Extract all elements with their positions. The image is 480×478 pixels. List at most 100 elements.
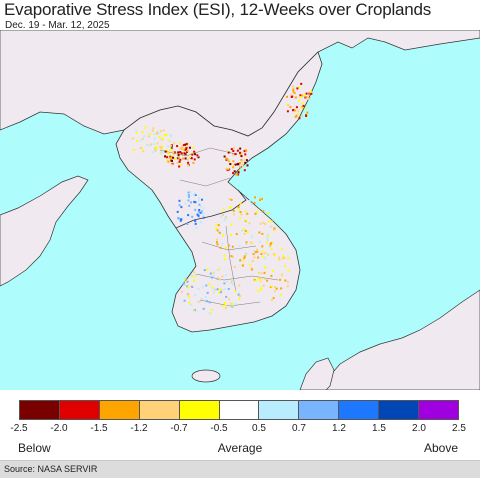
esi-pixel	[176, 145, 179, 148]
esi-pixel	[149, 133, 152, 135]
esi-pixel	[153, 142, 156, 145]
esi-pixel	[180, 152, 183, 155]
esi-pixel	[187, 164, 189, 167]
esi-pixel	[156, 131, 159, 134]
esi-pixel	[152, 151, 155, 154]
esi-pixel	[139, 147, 142, 149]
land-korean-peninsula	[115, 51, 323, 333]
esi-pixel	[186, 150, 189, 152]
esi-pixel	[201, 286, 204, 289]
esi-pixel	[258, 241, 261, 243]
esi-pixel	[216, 229, 219, 232]
esi-pixel	[196, 154, 199, 157]
esi-pixel	[291, 95, 294, 98]
esi-pixel	[161, 137, 164, 140]
esi-pixel	[197, 210, 200, 213]
esi-pixel	[227, 288, 230, 290]
esi-pixel	[221, 242, 224, 245]
esi-pixel	[260, 253, 263, 255]
esi-pixel	[212, 291, 215, 294]
esi-pixel	[261, 232, 264, 235]
esi-pixel	[169, 149, 172, 152]
esi-pixel	[194, 194, 197, 196]
land-japan-kyushu	[299, 357, 335, 390]
esi-pixel	[202, 214, 205, 217]
esi-pixel	[177, 217, 180, 220]
esi-pixel	[259, 199, 261, 201]
esi-pixel	[166, 159, 169, 162]
esi-pixel	[160, 152, 163, 155]
esi-pixel	[134, 129, 137, 132]
legend-tick-label: 0.7	[292, 423, 306, 434]
esi-pixel	[265, 236, 268, 239]
esi-pixel	[244, 153, 247, 156]
esi-pixel	[224, 304, 227, 307]
esi-pixel	[272, 297, 275, 300]
esi-pixel	[256, 289, 259, 292]
esi-pixel	[253, 201, 256, 204]
esi-pixel	[206, 268, 209, 271]
esi-pixel	[182, 283, 185, 286]
esi-pixel	[167, 160, 170, 163]
esi-pixel	[178, 204, 181, 207]
esi-pixel	[262, 221, 265, 224]
esi-pixel	[284, 265, 287, 268]
esi-pixel	[286, 280, 289, 283]
esi-pixel	[217, 276, 219, 279]
esi-pixel	[256, 248, 259, 251]
esi-pixel	[242, 228, 245, 231]
esi-pixel	[180, 206, 183, 209]
esi-pixel	[246, 164, 249, 167]
esi-pixel	[223, 219, 226, 222]
esi-pixel	[184, 143, 187, 146]
legend-swatch	[179, 401, 220, 419]
esi-pixel	[229, 234, 232, 236]
legend-above-label: Above	[423, 441, 458, 455]
esi-pixel	[270, 220, 273, 223]
esi-pixel	[230, 255, 233, 258]
esi-pixel	[210, 309, 213, 312]
esi-pixel	[245, 149, 248, 152]
esi-pixel	[259, 197, 262, 200]
esi-pixel	[292, 109, 295, 111]
esi-pixel	[243, 158, 246, 161]
esi-pixel	[195, 310, 198, 313]
map-title: Evaporative Stress Index (ESI), 12-Weeks…	[4, 0, 432, 19]
esi-pixel	[250, 202, 253, 205]
esi-pixel	[190, 274, 193, 277]
esi-pixel	[212, 271, 215, 274]
legend-tick-label: -1.2	[130, 423, 148, 434]
esi-pixel	[178, 165, 181, 168]
esi-pixel	[197, 288, 200, 291]
esi-pixel	[161, 145, 163, 148]
legend-swatch	[139, 401, 180, 419]
esi-pixel	[194, 208, 197, 211]
esi-pixel	[241, 264, 244, 267]
esi-pixel	[251, 268, 254, 271]
esi-pixel	[180, 218, 182, 221]
esi-pixel	[225, 167, 228, 170]
esi-pixel	[224, 217, 227, 220]
esi-pixel	[253, 256, 256, 259]
esi-pixel	[221, 275, 224, 278]
esi-pixel	[263, 271, 266, 274]
esi-pixel	[267, 220, 270, 223]
esi-pixel	[198, 196, 200, 199]
esi-pixel	[287, 269, 290, 272]
esi-pixel	[195, 226, 198, 229]
esi-pixel	[187, 199, 190, 202]
esi-pixel	[159, 145, 162, 148]
legend-tick-label: -0.7	[170, 423, 188, 434]
esi-pixel	[244, 252, 247, 254]
esi-pixel	[242, 165, 244, 168]
esi-pixel	[287, 104, 290, 107]
boundary-provinces	[159, 147, 279, 307]
esi-pixel	[184, 277, 187, 280]
esi-pixel	[192, 271, 195, 274]
esi-pixel	[135, 131, 138, 134]
esi-pixel	[165, 149, 168, 152]
esi-pixel	[232, 209, 235, 212]
esi-pixel	[200, 297, 203, 300]
esi-pixel	[270, 225, 273, 228]
esi-pixel	[178, 199, 181, 202]
